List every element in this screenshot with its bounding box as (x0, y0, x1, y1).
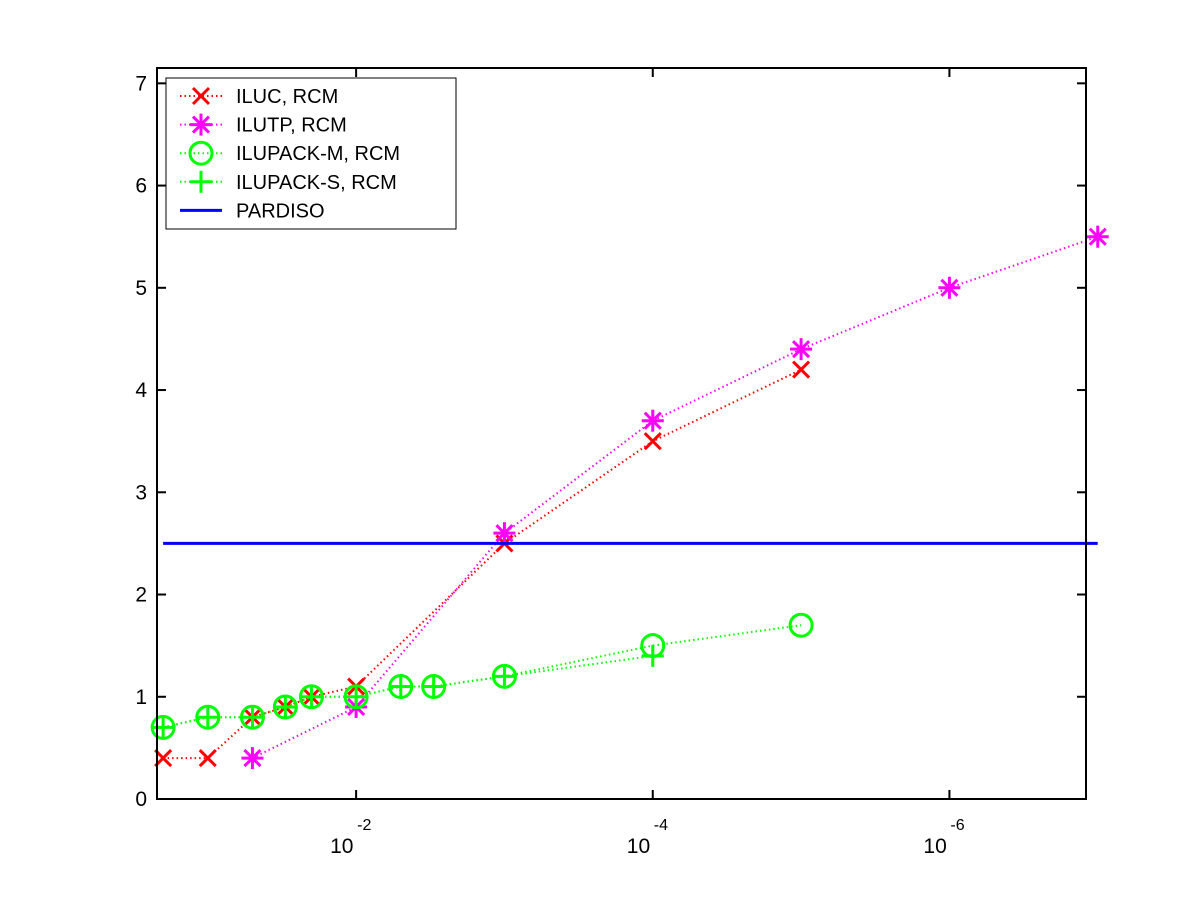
series-4-point (345, 685, 368, 708)
plot-series (150, 225, 1109, 770)
legend-label: ILUTP, RCM (236, 115, 347, 137)
x-tick-label-exponent: -6 (950, 817, 964, 834)
y-tick-label: 3 (135, 481, 147, 504)
x-tick-label-base: 10 (627, 835, 650, 858)
legend-marker (190, 113, 212, 136)
y-tick-label: 4 (135, 379, 147, 402)
series-1-point (198, 749, 217, 768)
series-4-point (300, 685, 323, 708)
legend-entry-4: ILUPACK-S, RCM (180, 170, 397, 194)
y-tick-label: 2 (135, 584, 147, 607)
series-1-point (792, 360, 811, 379)
series-line-1 (163, 368, 802, 760)
series-4-point (274, 695, 297, 718)
series-2-point (241, 747, 264, 770)
y-tick-label: 0 (135, 788, 147, 811)
legend-entry-2: ILUTP, RCM (180, 113, 347, 137)
x-tick-label-exponent: -4 (654, 817, 668, 834)
series-3-point (788, 612, 814, 638)
series-line-4 (162, 654, 653, 729)
legend-box (165, 77, 457, 230)
legend-marker (190, 170, 212, 193)
series-2-point (1086, 225, 1109, 248)
series-4-point (152, 716, 175, 739)
x-tick-label-base: 10 (330, 835, 353, 858)
y-tick-label: 5 (135, 277, 147, 300)
series-4-point (422, 675, 445, 698)
series-4-point (196, 706, 219, 729)
series-4-point (389, 675, 412, 698)
series-2-point (493, 522, 516, 545)
series-line-2 (251, 235, 1099, 759)
y-tick-label: 1 (135, 686, 147, 709)
legend-label: ILUPACK-M, RCM (236, 143, 400, 165)
legend-label: PARDISO (236, 200, 325, 222)
x-tick-label-exponent: -2 (357, 817, 371, 834)
series-1-point (643, 432, 662, 451)
legend-entry-5: PARDISO (180, 200, 325, 222)
series-4-point (641, 644, 664, 667)
series-4-point (241, 706, 264, 729)
series-2-point (938, 276, 961, 299)
y-tick-label: 6 (135, 175, 147, 198)
legend-marker (188, 140, 214, 166)
legend-label: ILUPACK-S, RCM (236, 172, 397, 194)
legend: ILUC, RCM ILUTP, RCM ILUPACK-M, RCM ILUPACK… (165, 77, 457, 230)
legend-marker (191, 86, 211, 106)
x-tick-label-base: 10 (923, 835, 946, 858)
series-2-point (790, 338, 813, 361)
legend-entry-3: ILUPACK-M, RCM (180, 140, 400, 166)
series-2-point (641, 409, 664, 432)
plot-frame (156, 67, 1087, 800)
y-tick-label: 7 (135, 72, 147, 95)
legend-entry-1: ILUC, RCM (180, 86, 338, 108)
legend-label: ILUC, RCM (236, 86, 338, 108)
series-4-point (493, 665, 516, 688)
